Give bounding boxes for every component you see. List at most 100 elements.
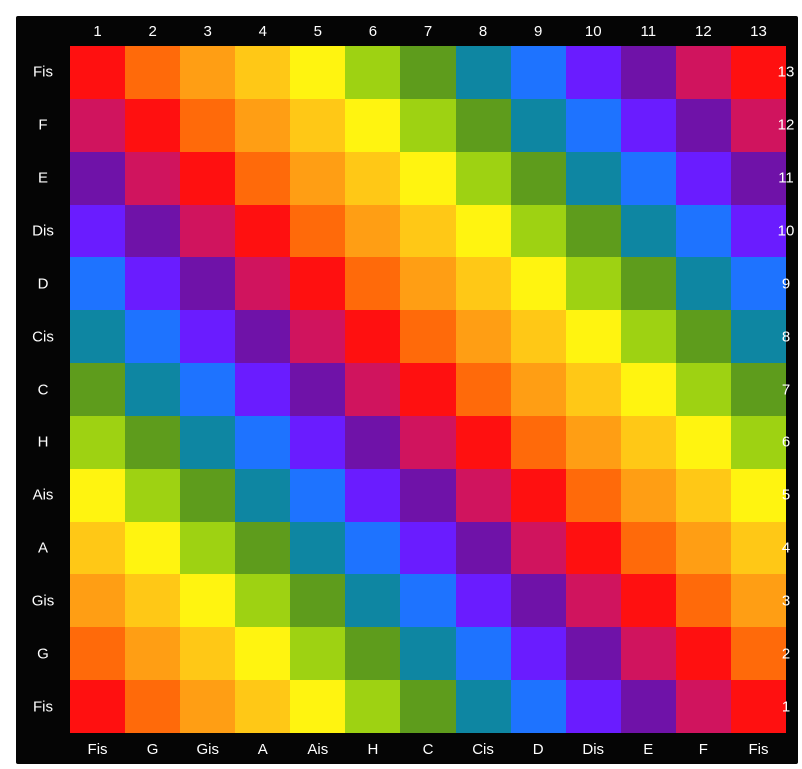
grid-cell (510, 627, 566, 681)
grid-cell (565, 98, 621, 152)
grid-cell (510, 310, 566, 364)
grid-cell (290, 151, 346, 205)
grid-cell (510, 46, 566, 99)
grid-cell (180, 680, 236, 733)
grid-cell (400, 363, 456, 416)
color-grid (70, 46, 786, 733)
grid-cell (290, 468, 346, 522)
grid-cell (455, 627, 511, 681)
grid-cell (620, 98, 676, 152)
column-number-label: 9 (533, 23, 543, 40)
row-number-label: 13 (777, 63, 795, 81)
row-number-label: 9 (781, 275, 791, 293)
column-number-label: 5 (313, 23, 323, 40)
grid-cell (675, 680, 731, 733)
grid-cell (620, 310, 676, 364)
grid-cell (345, 574, 401, 628)
row-note-label: E (37, 169, 48, 187)
grid-cell (400, 415, 456, 469)
grid-cell (400, 151, 456, 205)
grid-cell (290, 521, 346, 575)
column-note-label: A (257, 741, 268, 758)
grid-cell (620, 574, 676, 628)
grid-cell (70, 46, 126, 99)
row-note-label: Dis (32, 222, 54, 240)
grid-cell (180, 257, 236, 311)
grid-cell (400, 680, 456, 733)
column-number-label: 4 (258, 23, 267, 40)
grid-cell (675, 98, 731, 152)
column-number-label: 13 (750, 23, 767, 40)
grid-cell (455, 680, 511, 733)
grid-cell (400, 521, 456, 575)
grid-cell (565, 257, 621, 311)
grid-cell (565, 627, 621, 681)
row-number-label: 8 (781, 328, 791, 346)
row-note-label: Ais (32, 486, 54, 504)
column-note-label: Fis (87, 741, 108, 758)
grid-cell (290, 680, 346, 733)
grid-cell (125, 468, 181, 522)
grid-cell (730, 415, 786, 469)
column-number-label: 12 (695, 23, 712, 40)
grid-cell (400, 310, 456, 364)
grid-cell (345, 204, 401, 258)
grid-cell (290, 257, 346, 311)
column-number-label: 3 (203, 23, 212, 40)
grid-cell (455, 415, 511, 469)
grid-cell (70, 415, 126, 469)
grid-cell (565, 521, 621, 575)
grid-cell (125, 363, 181, 416)
color-grid-board: 1 2 3 4 5 6 7 8 9 10 11 12 13 Fis G Gis A Ais H C Cis D Dis E F F… (16, 16, 798, 764)
grid-cell (125, 46, 181, 99)
grid-cell (345, 151, 401, 205)
grid-cell (620, 680, 676, 733)
row-note-label: Cis (32, 328, 54, 346)
grid-cell (125, 151, 181, 205)
grid-cell (180, 98, 236, 152)
column-number-label: 7 (423, 23, 433, 40)
grid-cell (620, 363, 676, 416)
grid-cell (70, 151, 126, 205)
row-note-label: H (37, 433, 49, 451)
grid-cell (235, 98, 291, 152)
row-note-label: A (37, 539, 48, 557)
grid-cell (620, 257, 676, 311)
grid-cell (675, 204, 731, 258)
grid-cell (455, 363, 511, 416)
grid-cell (235, 310, 291, 364)
grid-cell (235, 46, 291, 99)
grid-cell (455, 257, 511, 311)
grid-cell (510, 468, 566, 522)
grid-cell (675, 151, 731, 205)
grid-cell (510, 257, 566, 311)
grid-cell (510, 363, 566, 416)
grid-cell (730, 574, 786, 628)
grid-cell (70, 98, 126, 152)
grid-cell (235, 151, 291, 205)
grid-cell (565, 363, 621, 416)
column-number-label: 11 (640, 23, 657, 40)
grid-cell (70, 680, 126, 733)
grid-cell (180, 574, 236, 628)
grid-cell (455, 310, 511, 364)
grid-cell (180, 204, 236, 258)
grid-cell (345, 627, 401, 681)
column-note-label: C (422, 741, 434, 758)
grid-cell (730, 363, 786, 416)
grid-cell (400, 257, 456, 311)
grid-cell (730, 151, 786, 205)
grid-cell (565, 151, 621, 205)
grid-cell (180, 521, 236, 575)
grid-cell (235, 363, 291, 416)
column-note-label: Ais (307, 741, 329, 758)
grid-cell (730, 257, 786, 311)
grid-cell (730, 310, 786, 364)
grid-cell (290, 574, 346, 628)
column-note-label: Dis (582, 741, 605, 758)
grid-cell (180, 46, 236, 99)
grid-cell (70, 468, 126, 522)
grid-cell (180, 151, 236, 205)
grid-cell (400, 204, 456, 258)
grid-cell (730, 468, 786, 522)
